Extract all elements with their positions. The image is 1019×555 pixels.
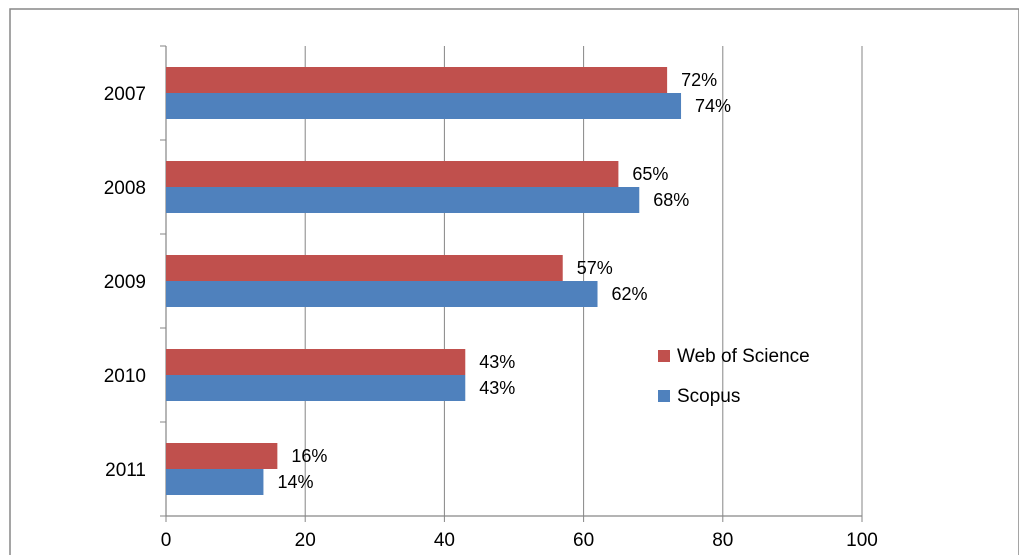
legend: Web of Science Scopus xyxy=(658,346,810,407)
bar xyxy=(166,93,682,119)
bar xyxy=(166,349,466,375)
data-label: 72% xyxy=(681,70,717,90)
data-label: 74% xyxy=(695,96,731,116)
x-tick-label: 20 xyxy=(295,530,316,551)
data-label: 14% xyxy=(277,472,313,492)
x-tick-label: 60 xyxy=(573,530,594,551)
labels: 0 20 40 60 80 100 2007 72% 74% 2008 65% 68% 2009 57% 6… xyxy=(104,70,878,551)
legend-swatch xyxy=(658,390,670,402)
legend-swatch xyxy=(658,350,670,362)
y-tick-label: 2008 xyxy=(104,178,146,199)
bar xyxy=(166,67,668,93)
legend-label: Web of Science xyxy=(677,346,810,367)
data-label: 68% xyxy=(653,190,689,210)
y-tick-label: 2009 xyxy=(104,272,146,293)
bar xyxy=(166,375,466,401)
data-label: 43% xyxy=(479,352,515,372)
bar xyxy=(166,255,563,281)
bar xyxy=(166,187,640,213)
data-label: 57% xyxy=(577,258,613,278)
x-tick-label: 40 xyxy=(434,530,455,551)
bar xyxy=(166,161,619,187)
data-label: 43% xyxy=(479,378,515,398)
data-label: 65% xyxy=(632,164,668,184)
data-label: 62% xyxy=(612,284,648,304)
y-tick-label: 2010 xyxy=(104,366,146,387)
y-tick-label: 2011 xyxy=(105,460,146,481)
bar xyxy=(166,281,598,307)
x-tick-label: 0 xyxy=(161,530,172,551)
bar xyxy=(166,443,278,469)
y-tick-label: 2007 xyxy=(104,84,146,105)
bars xyxy=(166,67,682,495)
bar xyxy=(166,469,264,495)
x-tick-label: 100 xyxy=(846,530,878,551)
data-label: 16% xyxy=(291,446,327,466)
legend-label: Scopus xyxy=(677,386,740,407)
x-tick-label: 80 xyxy=(712,530,733,551)
